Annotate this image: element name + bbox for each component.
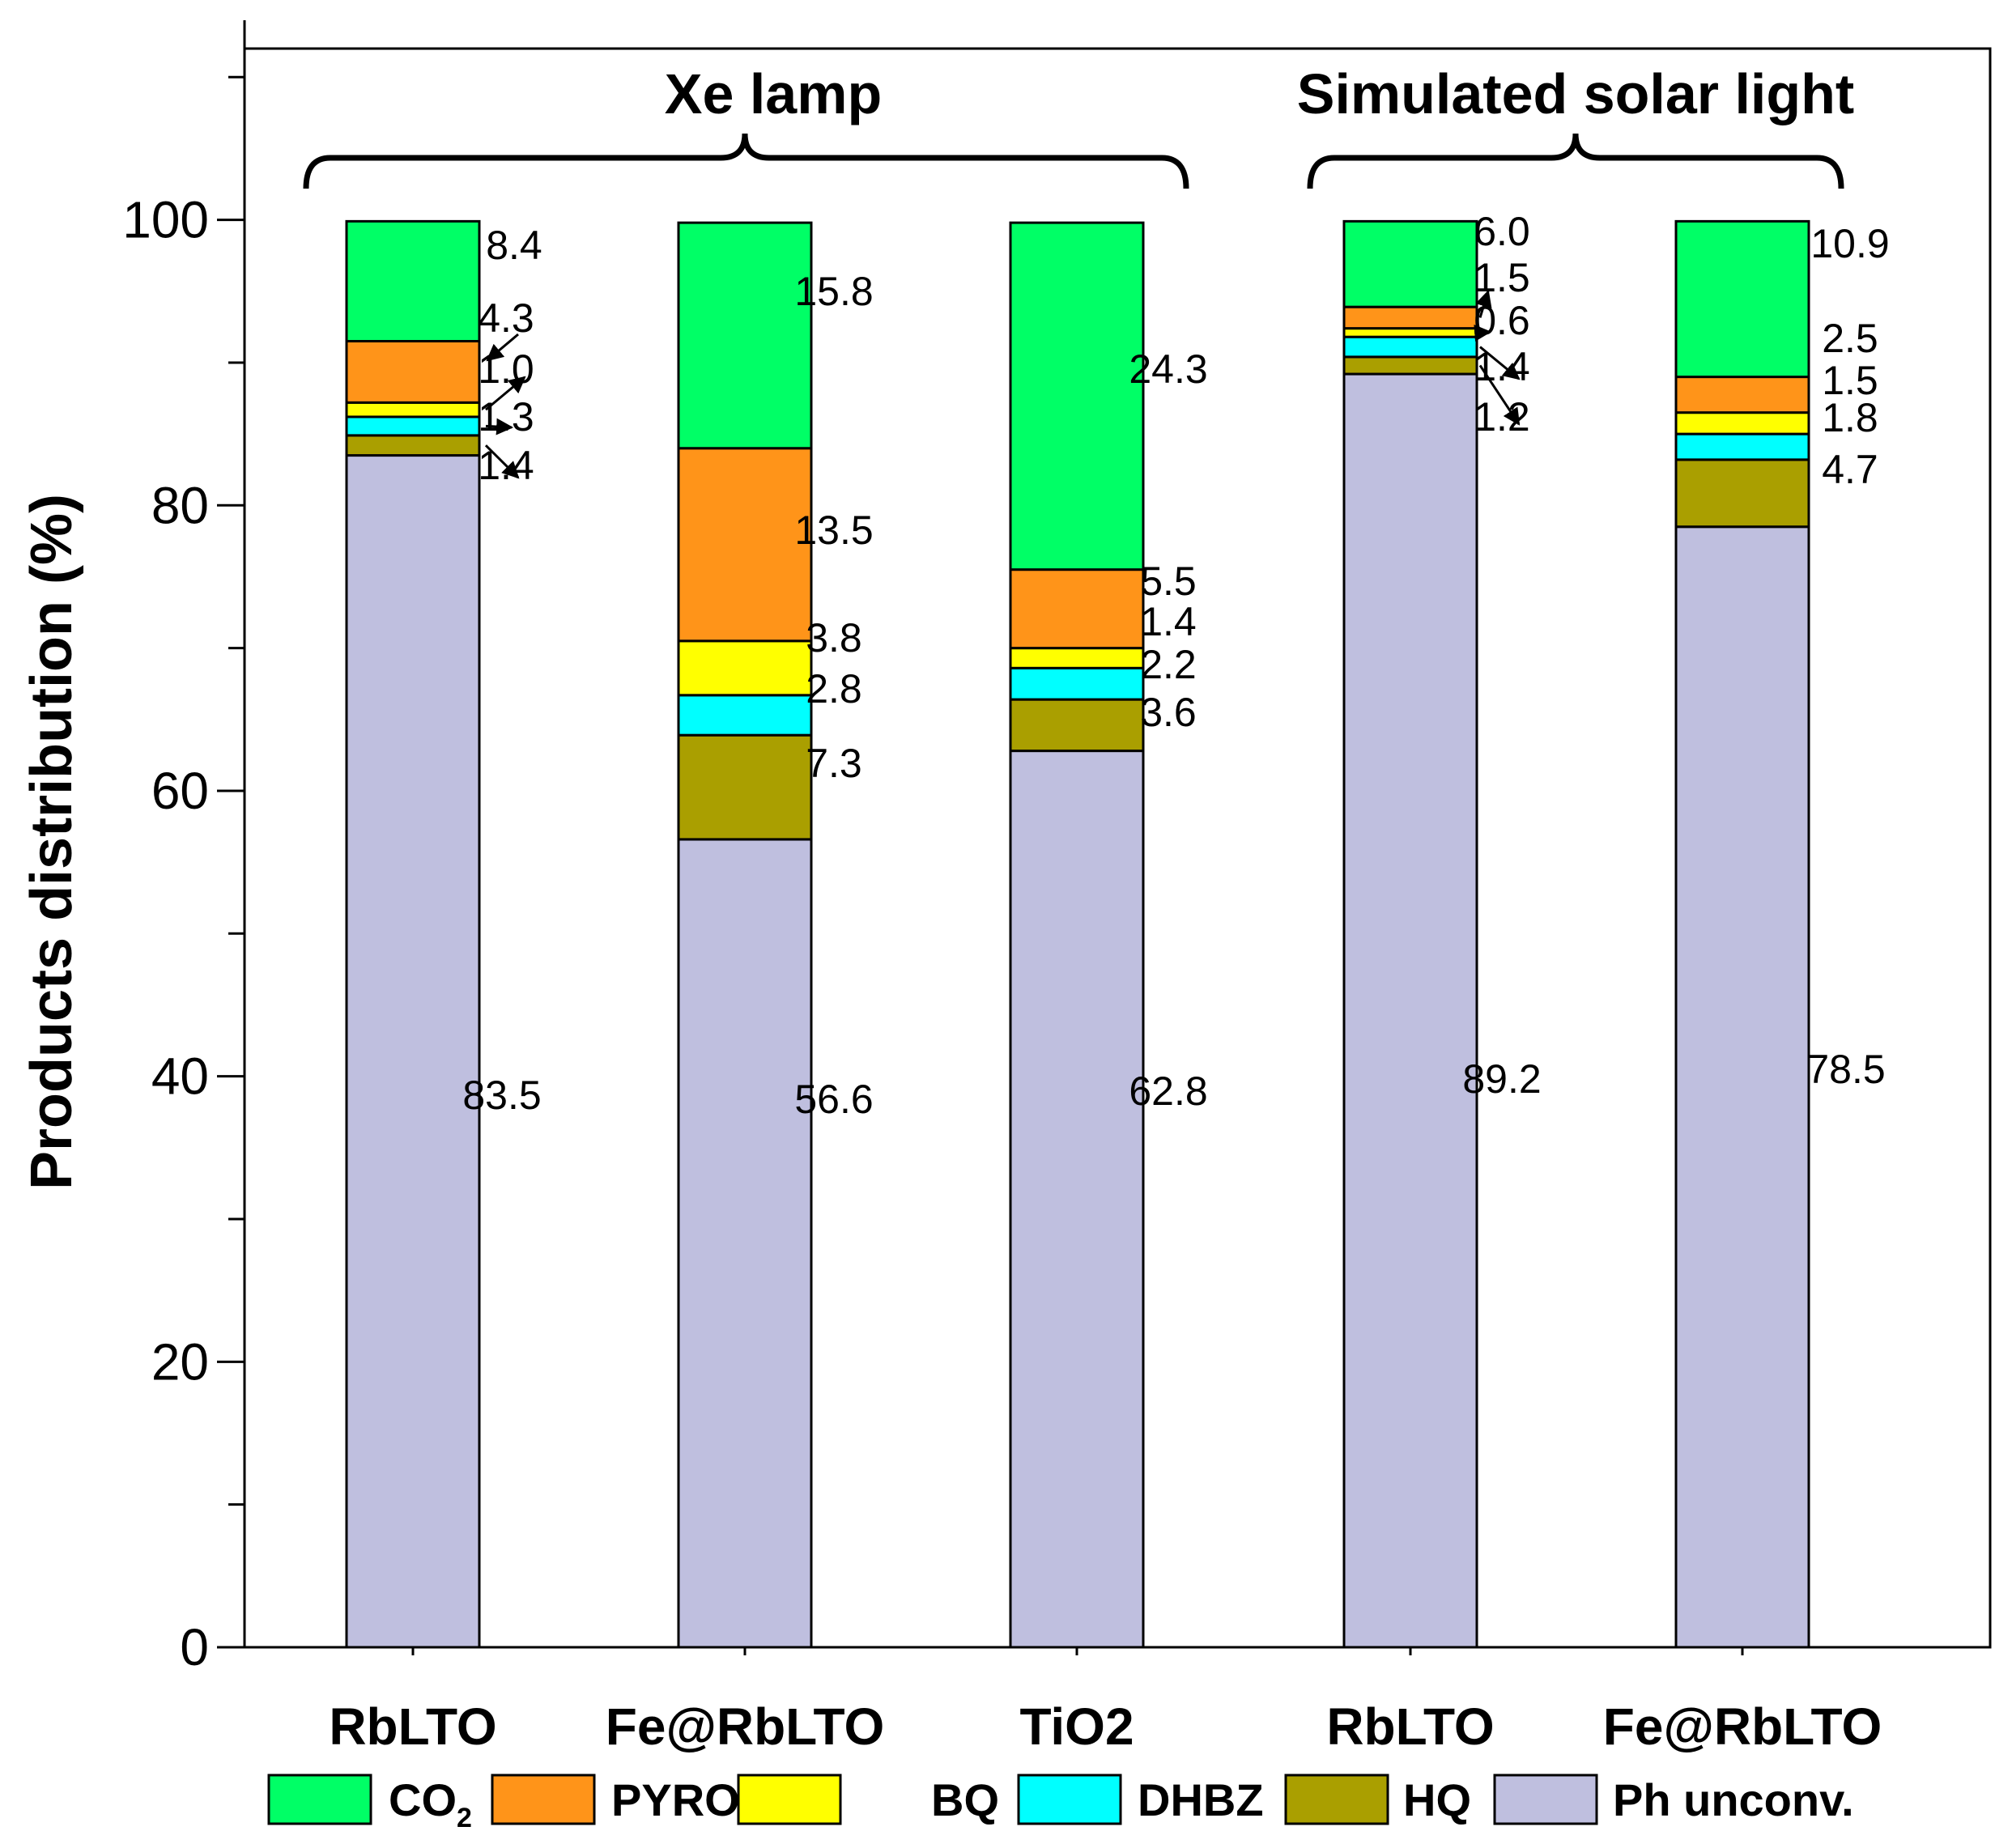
leader-arrow	[1479, 346, 1521, 380]
value-label: 7.3	[806, 741, 862, 786]
value-label: 1.5	[1822, 358, 1878, 403]
legend-label: HQ	[1403, 1774, 1471, 1825]
value-label: 4.3	[478, 295, 534, 341]
bar-segment	[677, 694, 813, 737]
x-category-label: RbLTO	[1326, 1697, 1494, 1756]
bar-segment	[345, 415, 481, 437]
value-label: 1.3	[478, 394, 534, 440]
y-tick-label: 20	[151, 1332, 209, 1391]
value-label: 8.4	[486, 223, 542, 268]
value-label: 2.2	[1140, 642, 1197, 687]
value-label: 1.2	[1474, 394, 1530, 440]
leader-arrow	[485, 376, 526, 411]
y-axis-title: Products distribution (%)	[19, 494, 84, 1190]
bar-segment	[1009, 568, 1145, 650]
value-label: 2.8	[806, 666, 862, 712]
group-brace	[1307, 133, 1844, 189]
bar-segment	[1674, 458, 1810, 529]
bar-segment	[1342, 372, 1478, 1649]
y-tick-label: 100	[122, 191, 209, 249]
bar-segment	[1342, 305, 1478, 330]
x-category-label: Fe@RbLTO	[1603, 1697, 1882, 1756]
x-category-label: TiO2	[1019, 1697, 1134, 1756]
legend-swatch	[1284, 1774, 1389, 1825]
value-label: 10.9	[1810, 221, 1889, 266]
bar-segment	[677, 733, 813, 841]
value-label: 13.5	[794, 508, 873, 553]
value-label: 3.8	[806, 615, 862, 661]
bar-segment	[677, 639, 813, 697]
value-label: 83.5	[462, 1073, 541, 1118]
bar-segment	[1674, 219, 1810, 379]
leader-arrow	[1478, 364, 1521, 426]
bar-segment	[345, 454, 481, 1649]
value-label: 62.8	[1129, 1068, 1207, 1114]
bar-segment	[1342, 335, 1478, 359]
group-brace	[303, 133, 1189, 189]
x-category-label: Fe@RbLTO	[606, 1697, 884, 1756]
value-label: 4.7	[1822, 447, 1878, 492]
value-label: 6.0	[1474, 209, 1530, 254]
value-label: 0.6	[1474, 298, 1530, 343]
legend-label: DHBZ	[1138, 1774, 1264, 1825]
bar-segment	[1342, 355, 1478, 376]
leader-arrow	[1475, 289, 1492, 318]
value-label: 2.5	[1822, 316, 1878, 361]
y-tick-label: 80	[151, 476, 209, 534]
legend-swatch	[737, 1774, 842, 1825]
bar-segment	[345, 339, 481, 404]
legend-swatch	[1493, 1774, 1598, 1825]
bar-segment	[1009, 221, 1145, 571]
bar-segment	[1674, 525, 1810, 1649]
value-label: 89.2	[1462, 1056, 1541, 1102]
legend-swatch	[491, 1774, 596, 1825]
legend-swatch	[1017, 1774, 1122, 1825]
group-label: Simulated solar light	[1297, 62, 1854, 125]
value-label: 1.5	[1474, 255, 1530, 300]
bar-segment	[1674, 411, 1810, 435]
value-label: 1.8	[1822, 395, 1878, 440]
value-label: 56.6	[794, 1077, 873, 1122]
bar-segment	[1009, 698, 1145, 753]
bar-segment	[1009, 750, 1145, 1649]
bar-segment	[1674, 432, 1810, 461]
bar-segment	[677, 447, 813, 643]
value-label: 1.0	[478, 346, 534, 392]
value-label: 5.5	[1140, 559, 1197, 604]
leader-arrow	[484, 444, 520, 479]
value-label: 15.8	[794, 269, 873, 314]
bar-segment	[345, 434, 481, 457]
legend-swatch	[267, 1774, 372, 1825]
bar-segment	[1009, 647, 1145, 669]
leader-arrow	[486, 333, 519, 362]
y-tick-label: 0	[180, 1618, 209, 1676]
group-label: Xe lamp	[665, 62, 882, 125]
value-label: 1.4	[1140, 599, 1197, 644]
bar-segment	[1342, 219, 1478, 308]
bar-segment	[1342, 327, 1478, 338]
x-category-label: RbLTO	[329, 1697, 496, 1756]
bar-segment	[677, 838, 813, 1649]
legend-label: CO2	[389, 1774, 472, 1833]
legend-label: Ph unconv.	[1613, 1774, 1854, 1825]
value-label: 24.3	[1129, 346, 1207, 392]
value-label: 78.5	[1806, 1047, 1885, 1092]
bar-segment	[1674, 376, 1810, 414]
leader-arrow	[1474, 324, 1492, 342]
y-tick-label: 40	[151, 1047, 209, 1106]
bar-segment	[345, 401, 481, 418]
leader-arrow	[485, 418, 514, 435]
bar-segment	[1009, 666, 1145, 701]
value-label: 3.6	[1140, 690, 1197, 735]
bar-segment	[677, 221, 813, 450]
bar-segment	[345, 219, 481, 342]
y-tick-label: 60	[151, 762, 209, 820]
legend-label: BQ	[931, 1774, 999, 1825]
